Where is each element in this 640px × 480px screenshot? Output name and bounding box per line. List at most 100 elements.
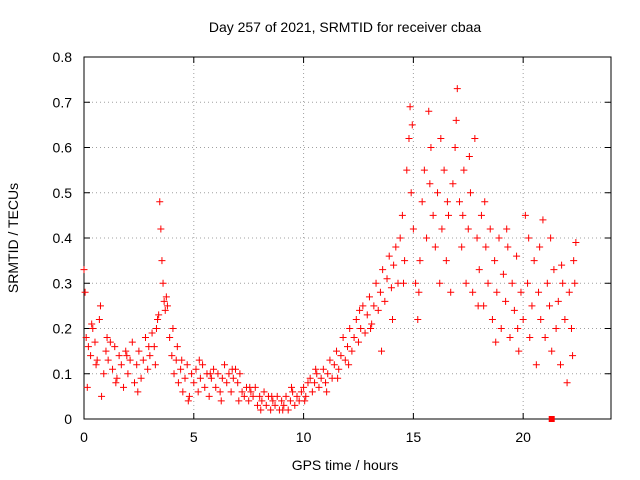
data-point [98,392,106,400]
chart-title: Day 257 of 2021, SRMTID for receiver cba… [209,19,482,35]
data-point [80,266,88,274]
data-point [158,257,166,265]
data-point [87,352,95,360]
data-point [510,306,518,314]
y-tick-label: 0.8 [53,49,73,65]
data-point [135,347,143,355]
data-point [535,288,543,296]
x-tick-label: 5 [190,429,198,445]
data-point [365,293,373,301]
data-point [569,352,577,360]
point-layer [80,85,580,422]
data-point [445,211,453,219]
data-point [174,379,182,387]
data-point [124,370,132,378]
data-point [115,352,123,360]
data-point [374,306,382,314]
data-point [91,338,99,346]
data-point [477,211,485,219]
data-point [570,257,578,265]
x-tick-label: 20 [515,429,531,445]
data-point [229,374,237,382]
data-point [240,392,248,400]
data-point [396,234,404,242]
data-point [139,356,147,364]
data-point [267,406,275,414]
data-point [83,383,91,391]
data-point [194,388,202,396]
data-point [179,388,187,396]
data-point [117,361,125,369]
data-point [484,279,492,287]
data-point [367,325,375,332]
data-point [563,379,571,387]
data-point [235,397,243,405]
data-point [201,383,209,391]
data-point [344,343,351,351]
data-point [161,306,169,314]
data-point [567,325,575,332]
y-axis-label: SRMTID / TECUs [5,183,21,293]
data-point [426,180,434,188]
data-point [541,334,549,342]
data-point [514,325,522,332]
data-point [469,288,477,296]
data-point [178,356,186,364]
data-point [173,343,181,351]
data-point [571,279,579,287]
data-point [103,334,111,342]
data-point [188,370,196,378]
data-point [513,252,521,260]
data-point [297,388,305,396]
data-point [409,225,417,233]
data-point [453,85,461,93]
data-point [486,225,494,233]
data-point [372,279,380,287]
data-point [348,347,356,355]
data-point [82,334,90,342]
data-point [398,211,406,219]
data-point [217,397,225,405]
data-point [452,116,460,124]
data-point [317,374,325,382]
data-point [148,329,156,337]
data-point [113,374,121,382]
data-point [359,302,367,310]
data-point [415,288,423,296]
data-point [491,257,499,265]
data-point [123,352,131,360]
data-point [412,279,420,287]
data-point [506,334,514,342]
data-point [163,302,171,310]
data-point [111,343,119,351]
data-point [122,347,130,355]
data-point [308,388,316,396]
data-point [370,302,378,310]
data-point [429,211,437,219]
data-point [346,325,354,332]
data-point [214,370,222,378]
data-point [234,379,242,387]
data-point [334,374,342,382]
data-point [437,134,445,142]
data-point [151,361,159,369]
data-point [236,370,244,378]
y-tick-label: 0.2 [53,321,73,337]
data-point [532,361,540,369]
data-point [218,374,226,382]
data-point [519,315,527,323]
data-point [323,388,331,396]
data-point [247,388,255,396]
tick-label-layer: 0 5 10 15 20 0 0.1 0.2 0.3 0.4 0.5 0.6 0.7 0.8 [53,49,532,445]
data-point [313,370,321,378]
y-tick-label: 0.7 [53,94,73,110]
data-point [293,392,301,400]
data-point [423,234,431,242]
data-point [155,311,163,319]
data-point [289,388,297,396]
data-point [379,266,387,274]
data-point [536,243,544,251]
data-point [88,320,96,328]
data-point [177,365,185,373]
data-point [258,397,266,405]
